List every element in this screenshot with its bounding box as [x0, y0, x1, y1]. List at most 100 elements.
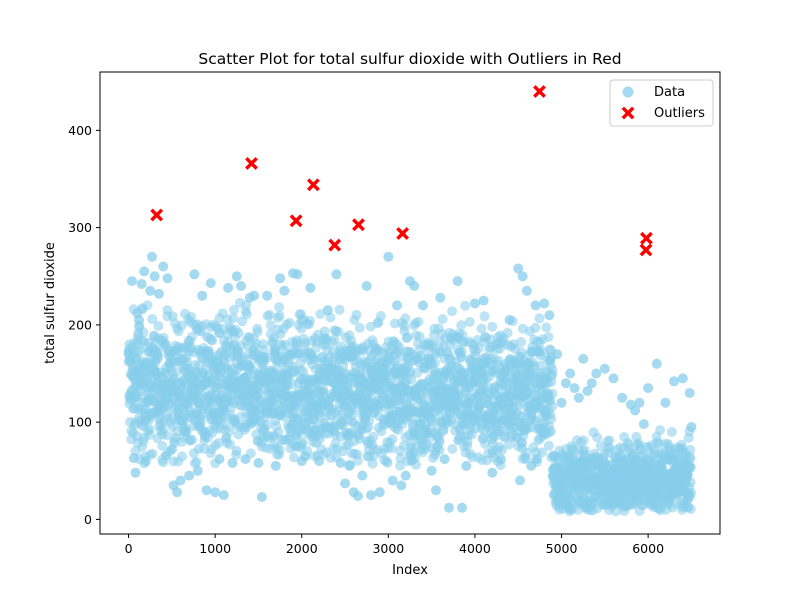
data-point — [495, 454, 506, 465]
data-point — [292, 269, 303, 280]
data-point — [138, 327, 149, 338]
data-point — [537, 447, 548, 458]
data-point — [357, 470, 368, 481]
data-point — [166, 444, 177, 455]
data-points — [123, 251, 697, 513]
data-point — [457, 346, 467, 357]
data-point — [302, 445, 312, 456]
data-point — [599, 363, 610, 374]
data-point — [547, 401, 558, 412]
data-point — [353, 491, 363, 502]
data-point — [461, 460, 472, 471]
data-point — [530, 322, 541, 333]
data-point — [497, 444, 508, 455]
data-point — [406, 374, 417, 385]
data-point — [186, 332, 197, 343]
data-point — [464, 317, 475, 327]
data-point — [197, 290, 208, 301]
data-point — [274, 444, 285, 455]
data-point — [284, 317, 295, 328]
data-point — [147, 251, 157, 262]
data-point — [545, 426, 556, 437]
data-point — [134, 315, 144, 325]
data-point — [414, 331, 425, 342]
data-point — [162, 430, 172, 441]
legend-data-marker — [622, 86, 634, 98]
data-point — [582, 386, 593, 396]
outlier-point — [150, 208, 164, 222]
data-point — [227, 458, 238, 468]
data-point — [153, 321, 164, 331]
data-point — [289, 452, 299, 463]
plot-frame — [99, 71, 721, 535]
y-tick-label: 400 — [68, 123, 92, 138]
data-point — [547, 365, 558, 376]
data-point — [513, 263, 524, 274]
data-point — [413, 316, 424, 327]
legend-box — [609, 79, 714, 127]
data-point — [569, 383, 580, 394]
data-point — [456, 320, 467, 331]
outlier-point — [328, 238, 342, 252]
data-point — [402, 332, 413, 343]
data-point — [543, 332, 554, 342]
data-point — [617, 392, 628, 403]
data-point — [578, 435, 589, 446]
data-point — [386, 443, 397, 454]
y-tick-label: 100 — [68, 415, 92, 430]
data-point — [351, 309, 362, 320]
data-point — [279, 285, 290, 296]
data-point — [487, 321, 498, 332]
data-point — [682, 495, 693, 505]
data-point — [677, 373, 688, 384]
data-point — [521, 447, 532, 458]
data-point — [685, 477, 696, 488]
data-point — [214, 454, 225, 465]
data-point — [434, 436, 445, 447]
data-point — [375, 310, 386, 321]
legend-outliers-marker — [621, 106, 635, 120]
data-point — [274, 302, 285, 313]
data-point — [573, 392, 584, 403]
data-point — [666, 427, 677, 437]
legend-data-label: Data — [654, 85, 685, 100]
data-point — [241, 300, 252, 311]
data-point — [392, 300, 402, 311]
x-axis-label: Index — [392, 563, 428, 578]
data-point — [429, 357, 440, 368]
data-point — [162, 273, 173, 284]
data-point — [218, 490, 229, 501]
data-point — [210, 487, 221, 498]
data-point — [175, 475, 186, 486]
data-point — [592, 432, 603, 443]
y-axis-label: total sulfur dioxide — [43, 242, 58, 364]
data-point — [186, 311, 197, 322]
data-point — [460, 300, 471, 311]
data-point — [158, 261, 169, 272]
x-tick-label: 3000 — [372, 541, 404, 556]
data-point — [591, 368, 602, 379]
data-point — [225, 439, 236, 450]
data-point — [264, 309, 275, 320]
data-point — [560, 378, 571, 389]
data-point — [340, 478, 351, 489]
data-point — [400, 470, 411, 481]
data-point — [655, 425, 666, 436]
outlier-point — [289, 214, 303, 228]
data-point — [262, 290, 273, 301]
data-point — [364, 415, 375, 426]
data-point — [578, 353, 589, 364]
data-point — [315, 309, 326, 320]
data-point — [149, 271, 160, 282]
data-point — [630, 405, 641, 416]
data-point — [347, 409, 358, 420]
data-point — [258, 344, 269, 355]
data-point — [236, 281, 247, 291]
data-point — [643, 383, 654, 394]
data-point — [354, 322, 365, 333]
data-point — [426, 465, 437, 476]
data-point — [231, 271, 242, 282]
data-point — [147, 314, 158, 324]
data-point — [229, 304, 239, 315]
data-point — [410, 459, 421, 470]
